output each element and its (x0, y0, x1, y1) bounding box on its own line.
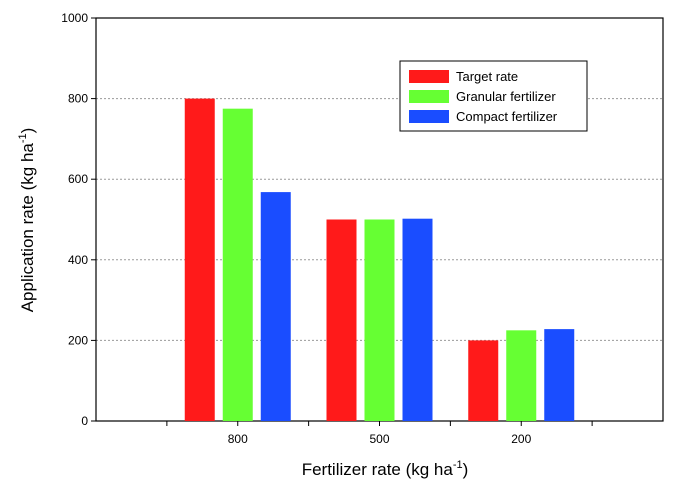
bar (222, 108, 253, 422)
legend-swatch (409, 70, 449, 83)
y-axis-title: Application rate (kg ha-1) (17, 128, 37, 313)
bar (184, 98, 215, 421)
x-axis-title: Fertilizer rate (kg ha-1) (302, 459, 469, 479)
bar (544, 329, 575, 421)
legend-label: Target rate (456, 69, 518, 84)
legend-label: Granular fertilizer (456, 89, 556, 104)
y-axis: 0 200 400 600 800 1000 (61, 11, 96, 428)
bar (260, 192, 291, 421)
x-tick-label: 800 (228, 432, 248, 446)
bar (402, 218, 433, 421)
y-tick-label: 0 (81, 414, 88, 428)
y-tick-label: 1000 (61, 11, 88, 25)
y-tick-label: 400 (68, 253, 88, 267)
x-tick-label: 500 (369, 432, 389, 446)
legend-swatch (409, 90, 449, 103)
legend-swatch (409, 110, 449, 123)
bar (468, 340, 499, 421)
bar (506, 330, 537, 421)
x-tick-label: 200 (511, 432, 531, 446)
legend: Target rate Granular fertilizer Compact fe… (399, 60, 588, 132)
legend-label: Compact fertilizer (456, 109, 558, 124)
y-tick-label: 200 (68, 333, 88, 347)
x-axis: 800 500 200 (166, 421, 593, 446)
bars (184, 98, 575, 422)
bar (326, 219, 357, 421)
bar (364, 219, 395, 421)
y-tick-label: 800 (68, 92, 88, 106)
y-tick-label: 600 (68, 172, 88, 186)
